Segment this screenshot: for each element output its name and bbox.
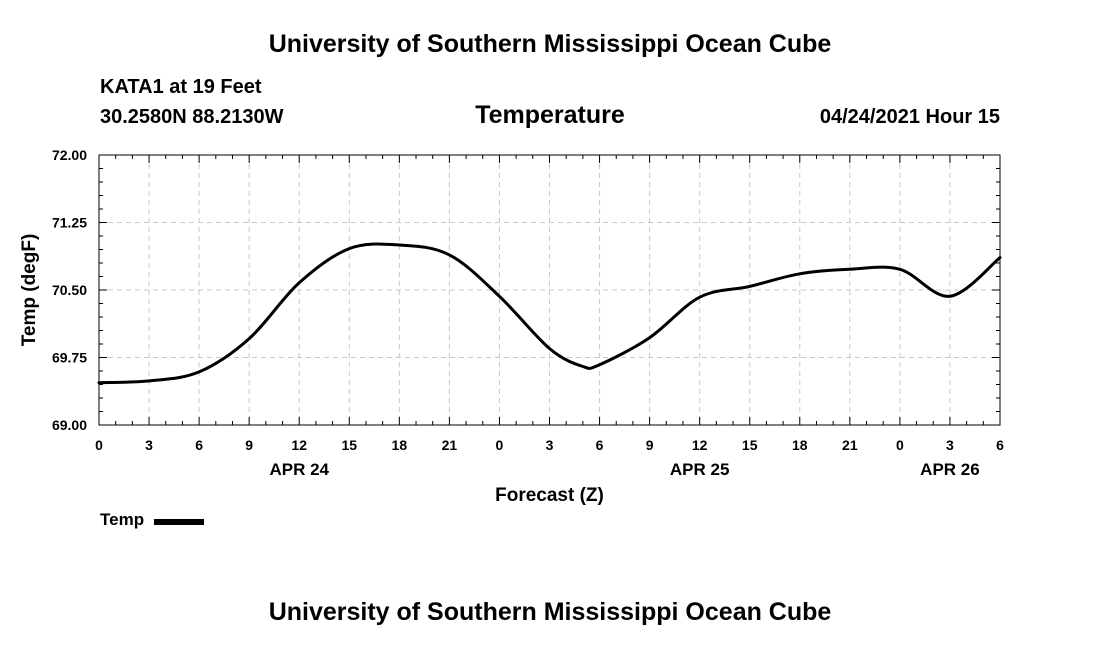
x-tick-label: 12 (291, 437, 307, 453)
x-tick-label: 18 (792, 437, 808, 453)
axis-tick-labels: 0 3 6 9 12 15 18 21 0 3 6 9 12 15 18 21 0 3 6 69.00 69.75 70.… (52, 147, 1004, 479)
x-axis-title: Forecast (Z) (495, 485, 604, 506)
chart-header-title: University of Southern Mississippi Ocean… (268, 30, 832, 58)
y-tick-label: 71.25 (52, 215, 87, 231)
x-tick-label: 21 (842, 437, 858, 453)
legend-swatch-temp (154, 519, 205, 525)
grid-lines (99, 155, 1000, 425)
x-tick-label: 15 (742, 437, 758, 453)
x-tick-label: 6 (596, 437, 604, 453)
y-tick-label: 72.00 (52, 147, 87, 163)
legend-label-temp: Temp (100, 510, 145, 529)
x-tick-label: 0 (95, 437, 103, 453)
chart-title: Temperature (475, 101, 625, 129)
x-tick-label: 0 (896, 437, 904, 453)
datetime-label: 04/24/2021 Hour 15 (819, 106, 1000, 128)
date-label: APR 26 (920, 460, 980, 479)
y-tick-label: 69.00 (52, 417, 87, 433)
coordinates-label: 30.2580N 88.2130W (100, 106, 284, 128)
series-line-temp (97, 242, 1002, 385)
legend: Temp (100, 510, 205, 530)
x-tick-label: 3 (546, 437, 554, 453)
chart-footer-title: University of Southern Mississippi Ocean… (268, 598, 832, 626)
x-tick-label: 3 (145, 437, 153, 453)
y-axis-title: Temp (degF) (19, 234, 40, 347)
x-tick-label: 6 (996, 437, 1004, 453)
date-label: APR 24 (269, 460, 329, 479)
date-label: APR 25 (670, 460, 730, 479)
x-tick-label: 12 (692, 437, 708, 453)
axis-ticks (98, 154, 1001, 426)
x-tick-label: 3 (946, 437, 954, 453)
x-tick-label: 21 (442, 437, 458, 453)
x-tick-label: 9 (245, 437, 253, 453)
x-tick-label: 18 (392, 437, 408, 453)
station-label: KATA1 at 19 Feet (100, 76, 262, 98)
x-tick-label: 6 (195, 437, 203, 453)
x-tick-label: 0 (496, 437, 504, 453)
y-tick-label: 70.50 (52, 282, 87, 298)
x-tick-label: 15 (341, 437, 357, 453)
y-tick-label: 69.75 (52, 350, 87, 366)
x-tick-label: 9 (646, 437, 654, 453)
